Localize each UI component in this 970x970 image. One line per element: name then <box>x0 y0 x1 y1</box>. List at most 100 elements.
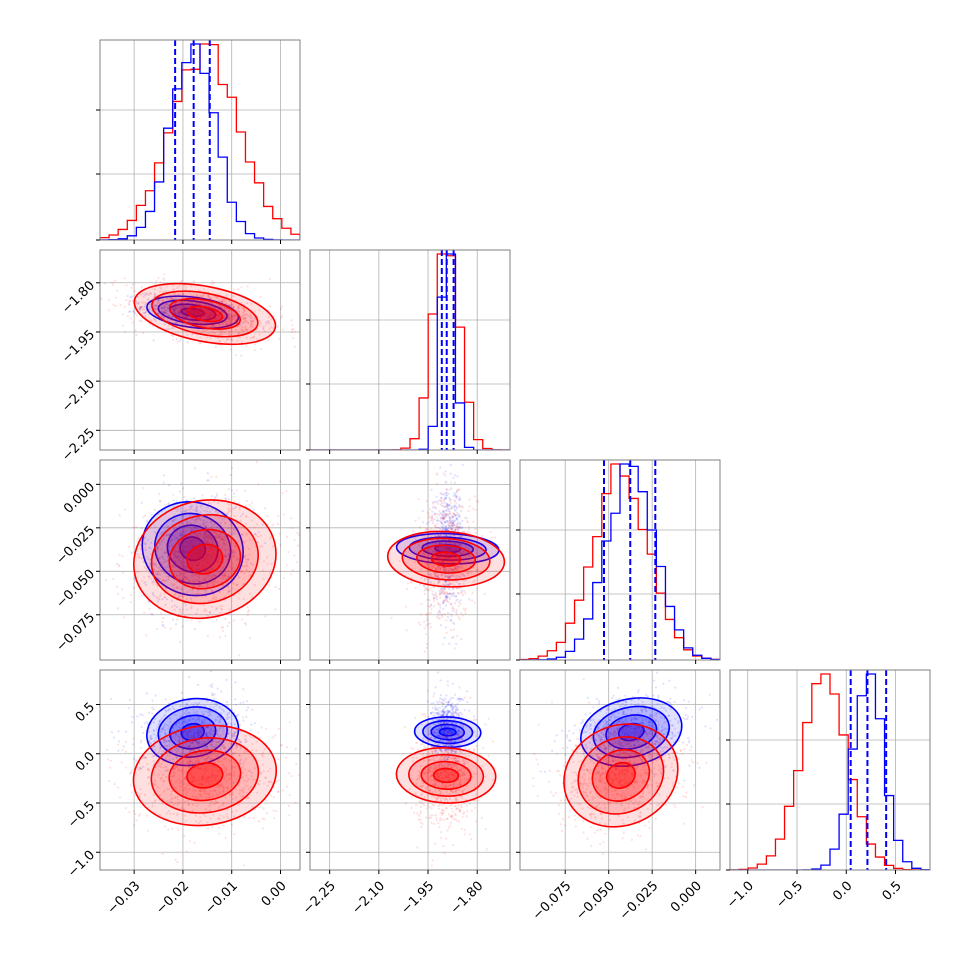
scatter-point <box>196 555 199 559</box>
scatter-point <box>190 553 193 556</box>
scatter-point <box>178 293 181 296</box>
scatter-point <box>435 593 438 596</box>
scatter-point <box>434 567 437 570</box>
scatter-point <box>250 562 253 565</box>
scatter-point <box>192 329 195 332</box>
scatter-point <box>210 605 214 608</box>
scatter-point <box>449 557 453 560</box>
scatter-point <box>437 565 440 568</box>
scatter-point <box>182 739 185 743</box>
scatter-point <box>208 547 212 550</box>
scatter-point <box>173 608 176 612</box>
scatter-point <box>157 764 160 767</box>
scatter-point <box>187 310 190 313</box>
scatter-point <box>200 565 204 568</box>
scatter-point <box>440 546 443 549</box>
scatter-point <box>451 559 454 562</box>
scatter-point <box>139 547 142 550</box>
scatter-point <box>459 505 462 508</box>
scatter-point <box>177 310 180 313</box>
scatter-point <box>174 312 177 315</box>
scatter-point <box>230 303 233 306</box>
scatter-point <box>183 495 186 498</box>
histogram-blue <box>520 463 720 660</box>
scatter-point <box>227 585 230 588</box>
scatter-point <box>234 328 238 331</box>
scatter-point <box>145 568 148 571</box>
scatter-point <box>191 545 194 548</box>
scatter-point <box>224 617 227 620</box>
scatter-point <box>158 290 161 293</box>
scatter-point <box>445 542 448 545</box>
scatter-point <box>159 612 163 615</box>
scatter-point <box>455 523 458 526</box>
scatter-point <box>196 516 199 519</box>
scatter-point <box>207 529 211 533</box>
scatter-point <box>414 519 417 523</box>
scatter-point <box>458 504 461 507</box>
scatter-point <box>201 309 204 313</box>
scatter-point <box>186 529 189 532</box>
scatter-point <box>173 549 176 552</box>
scatter-point <box>197 717 200 721</box>
scatter-point <box>448 576 451 579</box>
scatter-point <box>456 560 459 563</box>
scatter-point <box>224 634 227 637</box>
scatter-point <box>451 561 454 564</box>
scatter-point <box>418 545 421 548</box>
scatter-point <box>439 520 442 524</box>
scatter-point <box>198 315 201 318</box>
scatter-point <box>177 508 180 511</box>
scatter-point <box>166 552 169 556</box>
scatter-point <box>419 613 423 616</box>
scatter-point <box>242 701 245 704</box>
scatter-point <box>442 516 445 519</box>
scatter-point <box>157 571 160 574</box>
scatter-point <box>466 571 469 575</box>
scatter-point <box>226 564 229 567</box>
scatter-point <box>443 588 446 591</box>
scatter-point <box>185 576 188 579</box>
scatter-point <box>150 737 153 740</box>
scatter-point <box>424 534 427 537</box>
scatter-point <box>213 552 216 556</box>
scatter-point <box>191 580 194 583</box>
scatter-point <box>168 484 171 487</box>
scatter-point <box>443 556 446 559</box>
scatter-point <box>190 529 193 532</box>
scatter-point <box>191 320 194 323</box>
scatter-point <box>162 561 165 565</box>
scatter-point <box>164 710 168 713</box>
scatter-point <box>443 636 446 639</box>
scatter-point <box>242 719 245 722</box>
panel-content <box>520 460 720 660</box>
scatter-point <box>218 739 221 742</box>
y-tick-label: −0.025 <box>53 523 98 568</box>
scatter-point <box>428 578 431 581</box>
scatter-point <box>204 741 207 745</box>
scatter-point <box>191 301 194 304</box>
scatter-point <box>439 606 442 609</box>
scatter-point <box>136 571 139 574</box>
scatter-point <box>457 505 461 508</box>
scatter-point <box>269 536 272 539</box>
scatter-point <box>450 505 453 508</box>
scatter-point <box>158 566 161 569</box>
scatter-point <box>235 309 238 312</box>
scatter-point <box>206 535 209 538</box>
scatter-point <box>218 304 221 307</box>
scatter-point <box>444 595 447 598</box>
scatter-point <box>117 749 120 752</box>
scatter-point <box>171 288 174 292</box>
scatter-point <box>447 576 450 579</box>
scatter-point <box>450 613 453 616</box>
scatter-point <box>470 539 473 542</box>
scatter-point <box>450 481 453 484</box>
scatter-point <box>456 526 459 529</box>
scatter-point <box>450 568 453 571</box>
scatter-point <box>194 520 197 524</box>
scatter-point <box>205 735 209 738</box>
scatter-point <box>157 298 160 302</box>
scatter-point <box>437 601 440 605</box>
scatter-point <box>245 568 248 572</box>
